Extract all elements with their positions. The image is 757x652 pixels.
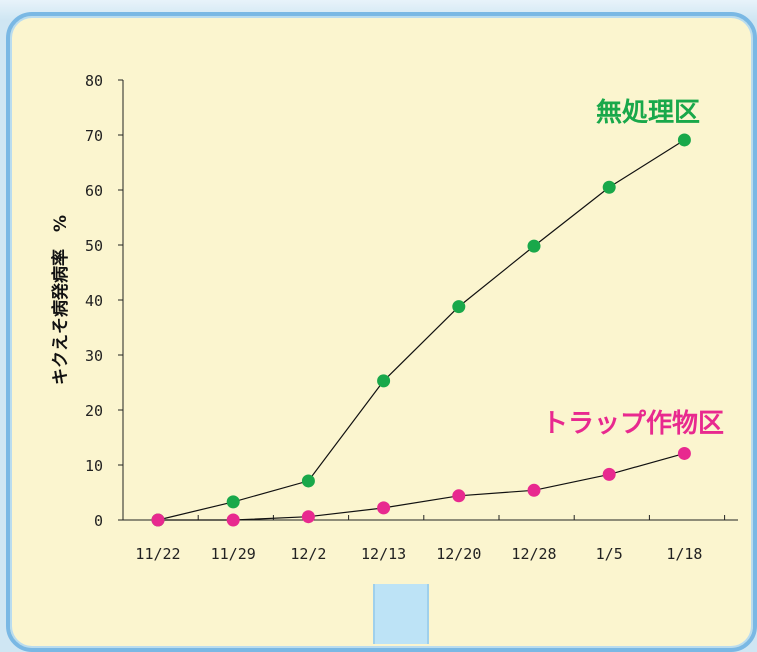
y-tick-label: 20 <box>85 402 103 420</box>
down-arrow-shape <box>373 584 429 644</box>
data-point <box>377 501 391 515</box>
x-tick-label: 12/2 <box>290 545 326 563</box>
data-point <box>602 467 616 481</box>
chart-axes: 0 10 20 30 40 50 60 70 80 11/22 11/29 12/2 12/13 12/2… <box>50 72 738 563</box>
y-tick-label: 70 <box>85 127 103 145</box>
chart-data-points <box>151 133 691 527</box>
y-axis-title: キクえそ病発病率 % <box>50 215 71 385</box>
data-point <box>301 474 315 488</box>
data-point <box>677 133 691 147</box>
data-point <box>226 495 240 509</box>
data-point <box>452 489 466 503</box>
data-point <box>301 510 315 524</box>
series-label: 無処理区 <box>596 98 700 128</box>
chart-series-lines <box>157 139 685 521</box>
x-tick-label: 1/18 <box>666 545 702 563</box>
data-point <box>527 483 541 497</box>
series-label: トラップ作物区 <box>542 409 724 439</box>
y-tick-label: 30 <box>85 347 103 365</box>
x-tick-label: 12/28 <box>511 545 556 563</box>
data-point <box>377 374 391 388</box>
y-tick-label: 10 <box>85 457 103 475</box>
y-tick-label: 50 <box>85 237 103 255</box>
data-point <box>226 513 240 527</box>
data-point <box>602 180 616 194</box>
series-line <box>158 452 685 521</box>
data-point <box>452 300 466 314</box>
data-point <box>527 239 541 253</box>
y-tick-label: 80 <box>85 72 103 90</box>
y-tick-label: 0 <box>94 512 103 530</box>
x-tick-label: 12/13 <box>361 545 406 563</box>
x-tick-label: 1/5 <box>596 545 623 563</box>
x-tick-label: 11/22 <box>135 545 180 563</box>
data-point <box>677 446 691 460</box>
x-tick-label: 12/20 <box>436 545 481 563</box>
chart-card <box>6 12 757 652</box>
y-tick-label: 40 <box>85 292 103 310</box>
series-line <box>157 139 685 521</box>
x-tick-label: 11/29 <box>211 545 256 563</box>
data-point <box>151 513 165 527</box>
y-tick-label: 60 <box>85 182 103 200</box>
